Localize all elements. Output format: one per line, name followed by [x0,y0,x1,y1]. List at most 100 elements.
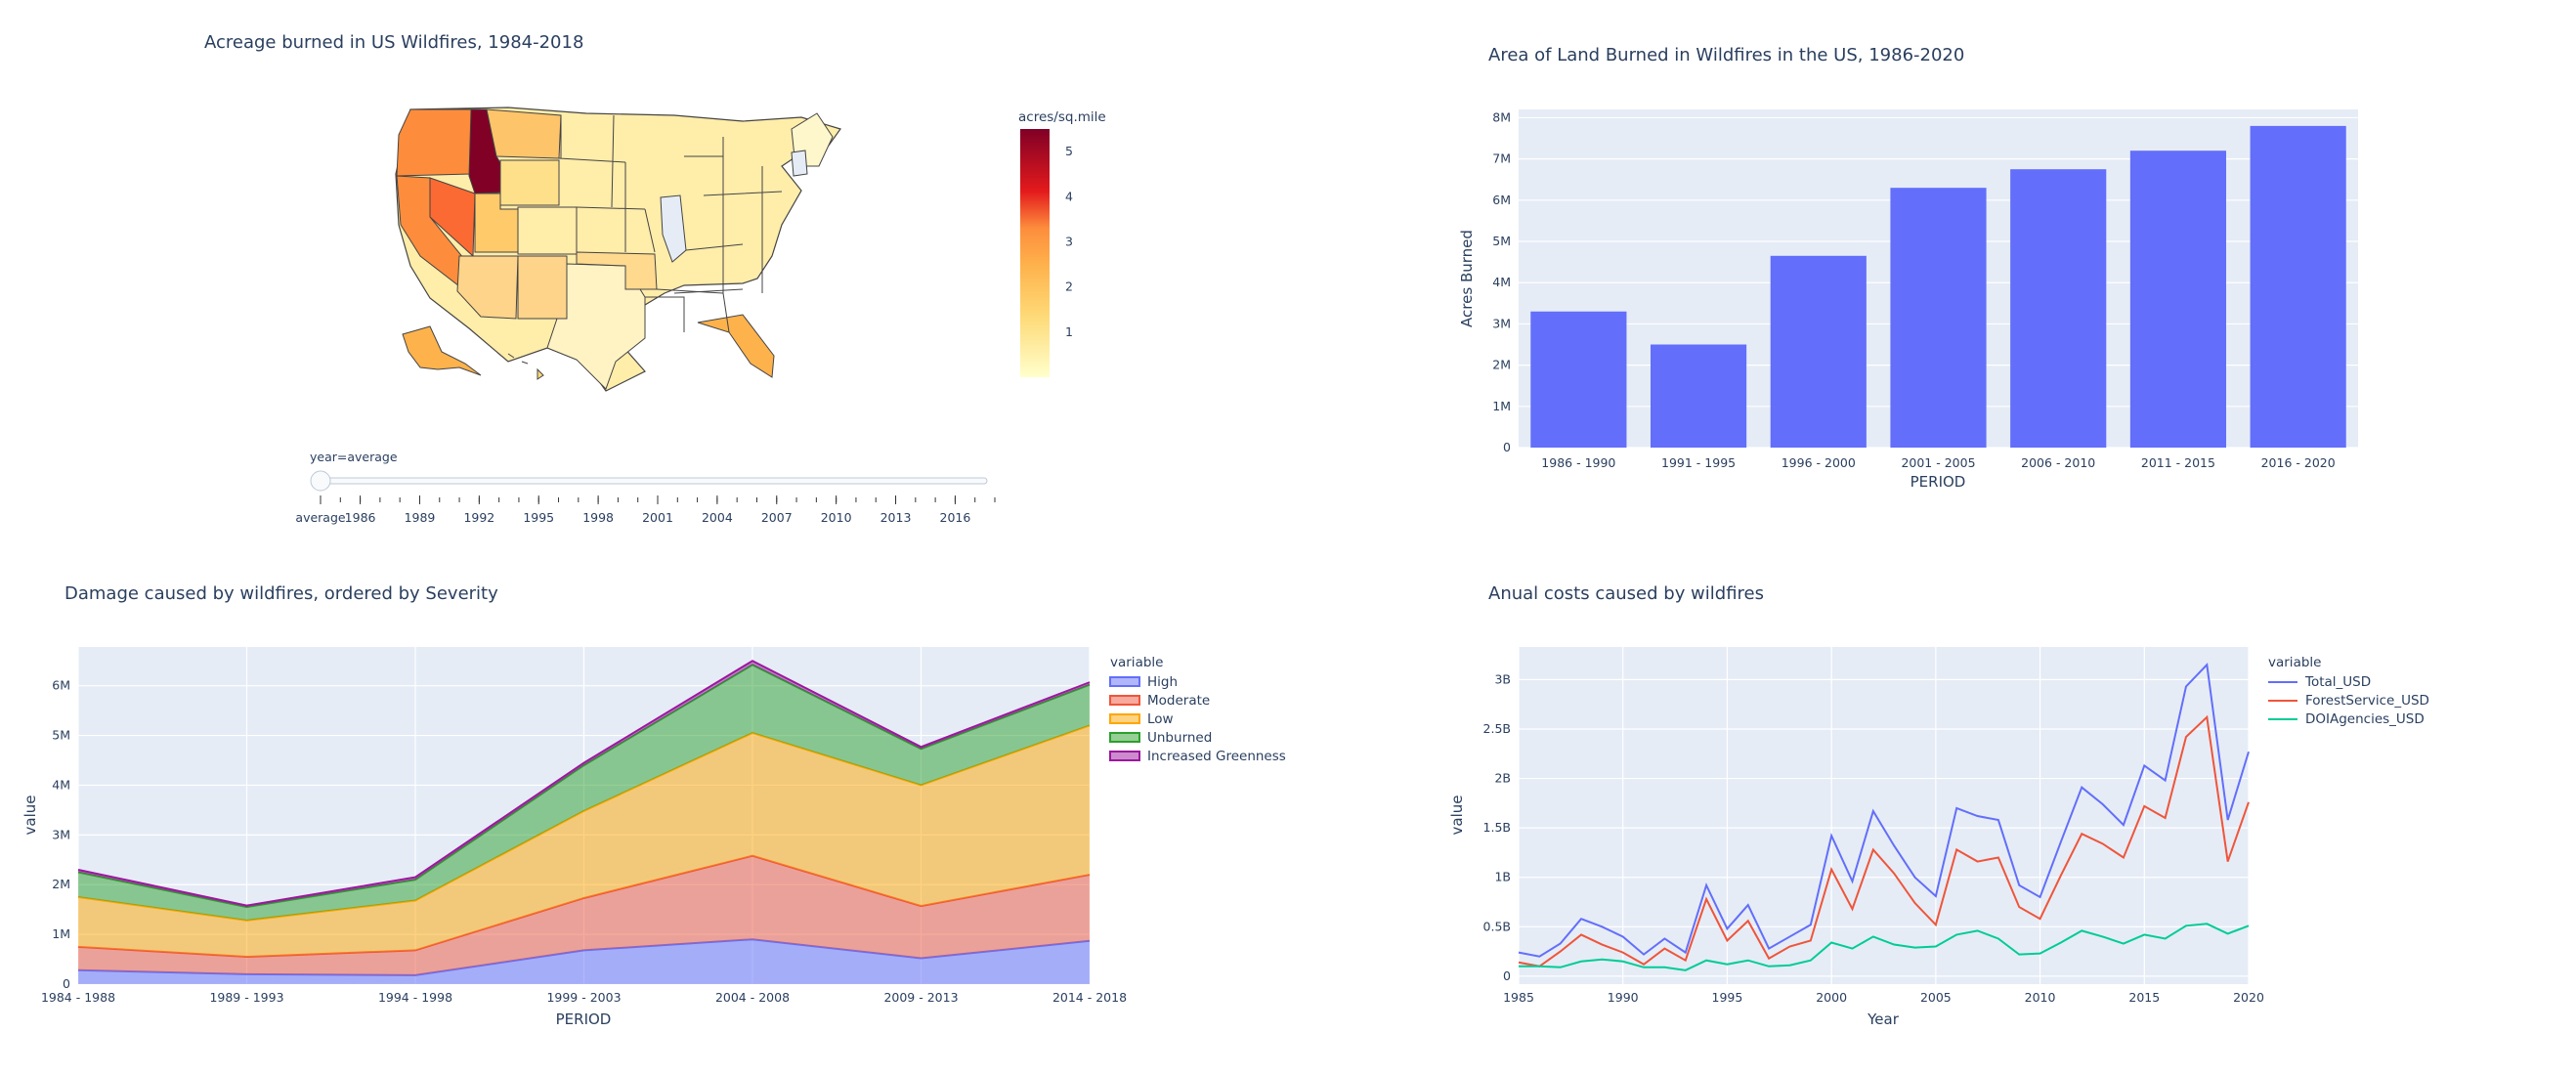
y-tick-label: 0 [1503,440,1511,454]
bar[interactable] [2129,150,2227,448]
slider-label[interactable]: 1998 [582,510,614,525]
state-washington-oregon[interactable] [396,108,472,177]
legend-swatch[interactable] [1109,732,1140,743]
state-illinois[interactable] [660,194,687,263]
y-tick-label: 0.5B [1483,919,1511,933]
y-tick-label: 8M [1492,109,1511,124]
x-tick-label: 2005 [1920,990,1952,1005]
line-series [1518,663,2250,971]
slider-label[interactable]: 1995 [523,510,554,525]
bar[interactable] [1770,255,1867,448]
slider-handle[interactable] [310,470,331,492]
area-fill[interactable] [78,665,1090,921]
area-fill[interactable] [78,855,1090,975]
state-hawaii[interactable] [507,353,544,380]
slider-label[interactable]: 2013 [880,510,912,525]
bar[interactable] [1530,311,1627,448]
x-tick-label: 2015 [2128,990,2160,1005]
y-tick-label: 2M [52,877,70,891]
legend-swatch[interactable] [1109,676,1140,687]
legend-label[interactable]: Moderate [1147,693,1210,709]
legend[interactable]: High Moderate Low Unburned Increased Greenne… [1109,674,1286,764]
bar[interactable] [2250,125,2346,448]
slider-label[interactable]: 2007 [761,510,793,525]
y-tick-label: 3M [52,827,70,841]
state-oklahoma[interactable] [576,251,658,290]
slider-label[interactable]: 2016 [940,510,971,525]
area-line[interactable] [77,660,1091,907]
x-tick-label: 1995 [1712,990,1743,1005]
x-tick-label: 1985 [1503,990,1534,1005]
legend-label[interactable]: Unburned [1147,730,1212,746]
state-arizona[interactable] [456,255,519,320]
area-fill[interactable] [78,725,1090,958]
chart-title: Area of Land Burned in Wildfires in the … [1488,45,1964,65]
legend-swatch[interactable] [1109,751,1140,761]
legend-label[interactable]: Low [1147,711,1174,727]
x-tick-label: 1990 [1608,990,1639,1005]
y-tick-label: 5M [1492,234,1511,248]
chart-title: Damage caused by wildfires, ordered by S… [64,583,498,604]
slider-label[interactable]: 2004 [702,510,733,525]
x-tick-labels: 1986 - 1990 1991 - 1995 1996 - 2000 2001 - … [1541,455,2335,470]
y-tick-label: 1.5B [1483,820,1511,835]
series-line[interactable] [1518,663,2250,958]
x-tick-labels: 1985 1990 1995 2000 2005 2010 2015 2020 [1503,990,2264,1005]
bar[interactable] [2010,169,2107,448]
colorbar-tick-label: 2 [1065,280,1073,294]
legend-label[interactable]: Total_USD [2304,674,2371,690]
legend-swatch[interactable] [1109,695,1140,706]
y-tick-label: 2B [1494,771,1511,786]
chart-title: Acreage burned in US Wildfires, 1984-201… [204,32,583,53]
y-tick-label: 0 [1503,968,1511,983]
y-tick-label: 2.5B [1483,721,1511,736]
state-new-jersey-area[interactable] [791,150,808,177]
colorbar-title: acres/sq.mile [1018,109,1106,125]
legend-title: variable [2268,655,2321,670]
x-tick-labels: 1984 - 1988 1989 - 1993 1994 - 1998 1999 - … [41,990,1127,1005]
legend-label[interactable]: High [1147,674,1178,690]
bar[interactable] [1890,188,1987,449]
plot-background [1519,647,2249,984]
y-tick-label: 1B [1494,870,1511,884]
y-tick-label: 3M [1492,316,1511,330]
y-axis-label: value [1448,796,1466,836]
slider-label[interactable]: 1989 [405,510,436,525]
legend-label[interactable]: Increased Greenness [1147,749,1286,764]
x-tick-label: 2001 - 2005 [1901,455,1975,470]
legend-title: variable [1110,655,1163,670]
x-tick-label: 1986 - 1990 [1541,455,1615,470]
y-tick-label: 2M [1492,358,1511,372]
slider-label[interactable]: 1992 [463,510,494,525]
legend[interactable]: Total_USD ForestService_USD DOIAgencies_US… [2268,674,2429,727]
slider-label[interactable]: 1986 [345,510,376,525]
y-tick-label: 7M [1492,151,1511,166]
y-tick-label: 6M [52,678,70,693]
y-axis-label: Acres Burned [1458,230,1476,327]
state-wyoming[interactable] [499,159,560,206]
slider-label[interactable]: average [295,510,345,525]
legend-label[interactable]: ForestService_USD [2305,693,2429,709]
colorbar-tick-label: 3 [1065,234,1073,248]
area-fill[interactable] [78,939,1090,984]
slider-label[interactable]: 2001 [642,510,673,525]
colorbar-tick-label: 5 [1065,144,1073,158]
slider-label[interactable]: 2010 [821,510,852,525]
series-line[interactable] [1518,714,2250,968]
y-axis-label: value [21,796,39,836]
bar[interactable] [1650,344,1747,448]
x-axis-label: PERIOD [556,1010,612,1028]
legend-label[interactable]: DOIAgencies_USD [2305,711,2425,727]
state-alaska[interactable] [402,325,482,376]
series-line[interactable] [1519,923,2250,971]
legend-swatch[interactable] [1109,713,1140,724]
x-tick-label: 2014 - 2018 [1052,990,1127,1005]
us-state-map [395,107,841,392]
x-tick-label: 2010 [2025,990,2056,1005]
y-tick-label: 1M [52,926,70,941]
y-tick-label: 4M [52,777,70,792]
x-tick-label: 2016 - 2020 [2261,455,2336,470]
colorbar-tick-label: 1 [1065,324,1073,339]
